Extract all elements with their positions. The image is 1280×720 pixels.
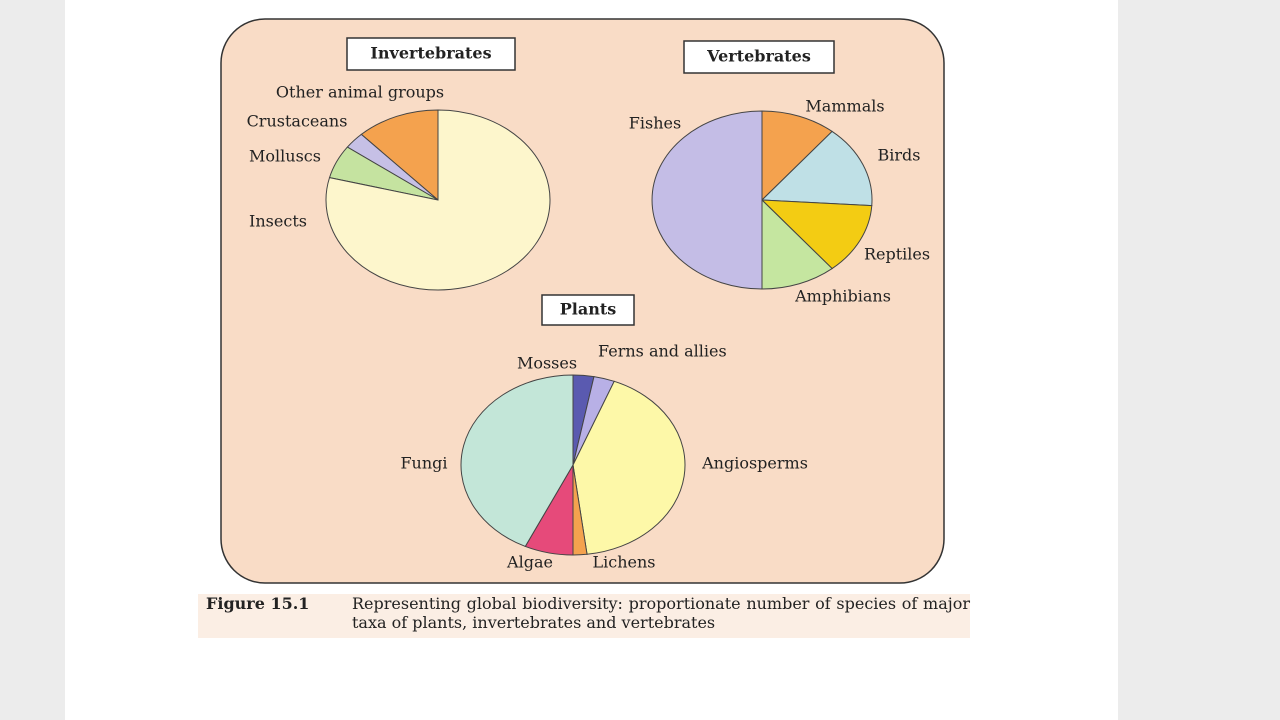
pie-slice bbox=[360, 109, 439, 202]
slice-label: Birds bbox=[878, 146, 921, 165]
chart-title: Plants bbox=[560, 300, 617, 319]
chart-title: Invertebrates bbox=[370, 44, 491, 63]
slice-label: Reptiles bbox=[864, 245, 930, 264]
slice-label: Amphibians bbox=[794, 287, 891, 306]
slice-label: Algae bbox=[506, 553, 553, 572]
caption: Figure 15.1 Representing global biodiver… bbox=[198, 594, 970, 638]
title-box bbox=[541, 294, 635, 326]
pie-slice bbox=[325, 109, 551, 291]
pie-slice bbox=[761, 110, 833, 202]
chart-title: Vertebrates bbox=[706, 47, 811, 66]
pie-slice bbox=[460, 374, 574, 548]
pie-slice bbox=[572, 380, 686, 555]
pie-slice bbox=[761, 198, 833, 290]
slice-label: Fishes bbox=[629, 114, 681, 133]
slice-label: Other animal groups bbox=[276, 83, 444, 102]
pie-slice bbox=[651, 110, 763, 290]
slice-label: Insects bbox=[249, 212, 307, 231]
caption-text: Representing global biodiversity: propor… bbox=[352, 594, 970, 632]
slice-label: Lichens bbox=[593, 553, 656, 572]
slice-label: Crustaceans bbox=[247, 112, 348, 131]
title-box bbox=[683, 40, 835, 74]
charts: Other animal groups Crustaceans Molluscs In… bbox=[247, 37, 930, 572]
slice-label: Fungi bbox=[400, 454, 447, 473]
slice-label: Ferns and allies bbox=[598, 342, 727, 361]
slice-label: Mammals bbox=[805, 97, 884, 116]
pie-slice bbox=[760, 130, 873, 207]
slice-label: Molluscs bbox=[249, 147, 321, 166]
pie-slice bbox=[760, 199, 873, 270]
slice-label: Mosses bbox=[517, 354, 577, 373]
caption-label: Figure 15.1 bbox=[206, 594, 310, 613]
slice-label: Angiosperms bbox=[701, 454, 808, 473]
title-box bbox=[346, 37, 516, 71]
